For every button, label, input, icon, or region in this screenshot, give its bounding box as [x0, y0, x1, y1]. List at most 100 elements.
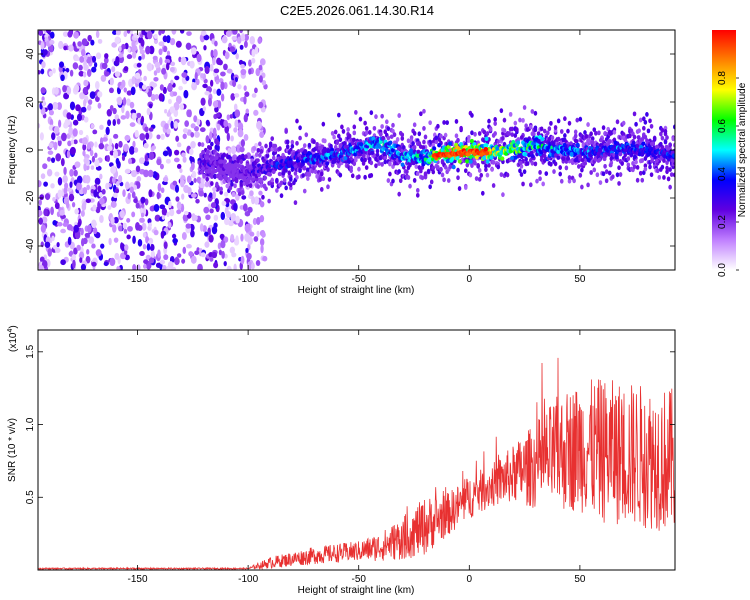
spectrogram-cell: [212, 100, 219, 108]
spectrogram-cell: [188, 251, 194, 257]
colorbar-tick-label: 0.4: [717, 167, 728, 181]
spectrogram-cell: [354, 109, 358, 115]
spectrogram-cell: [47, 103, 53, 112]
spectrogram-cell: [370, 150, 375, 155]
spectrogram-cell: [243, 40, 248, 49]
spectrogram-cell: [672, 124, 675, 130]
spectrogram-cell: [423, 174, 428, 180]
spectrogram-cell: [175, 95, 182, 105]
spectrogram-cell: [71, 254, 77, 260]
spectrogram-cell: [233, 238, 240, 246]
spectrogram-cell: [243, 95, 247, 105]
spectrogram-cell: [131, 211, 136, 218]
spectrogram-cell: [465, 162, 470, 168]
spectrogram-cell: [94, 159, 100, 168]
spectrogram-cell: [193, 125, 199, 132]
spectrogram-cell: [213, 214, 219, 221]
spectrogram-cell: [532, 131, 536, 137]
spectrogram-cell: [118, 225, 123, 232]
spectrogram-cell: [126, 218, 131, 223]
spectrogram-cell: [200, 30, 207, 36]
spectrogram-cell: [533, 110, 538, 116]
spectrogram-cell: [109, 105, 114, 111]
spectrogram-cell: [139, 49, 145, 55]
spectrogram-cell: [182, 246, 187, 254]
spectrogram-cell: [391, 128, 395, 134]
spectrogram-cell: [212, 186, 217, 192]
spectrogram-cell: [168, 200, 172, 209]
spectrogram-cell: [583, 161, 588, 166]
spectrogram-cell: [671, 153, 675, 158]
spectrogram-cell: [161, 67, 167, 75]
spectrogram-cell: [519, 172, 524, 177]
spectrogram-cell: [253, 236, 259, 242]
spectrogram-cell: [227, 147, 232, 156]
spectrogram-cell: [642, 125, 646, 131]
spectrogram-cell: [135, 78, 141, 85]
spectrogram-cell: [174, 257, 180, 265]
spectrogram-cell: [66, 112, 72, 120]
spectrogram-cell: [567, 175, 572, 180]
spectrogram-cell: [408, 183, 412, 189]
spectrogram-cell: [92, 129, 98, 135]
spectrogram-cell: [156, 134, 161, 140]
spectrogram-cell: [56, 102, 62, 111]
spectrogram-cell: [82, 143, 87, 151]
spectrogram-cell: [237, 122, 244, 131]
spectrogram-cell: [231, 192, 236, 198]
spectrogram-cell: [210, 49, 214, 58]
spectrogram-cell: [284, 185, 288, 191]
spectrogram-cell: [612, 129, 617, 135]
spectrogram-cell: [54, 247, 61, 254]
spectrogram-cell: [74, 56, 81, 62]
spectrogram-cell: [302, 143, 307, 148]
spectrogram-cell: [270, 136, 275, 142]
spectrogram-cell: [86, 184, 91, 191]
spectrogram-cell: [110, 165, 117, 175]
spectrogram-cell: [538, 170, 542, 175]
spectrogram-cell: [649, 158, 654, 164]
spectrogram-cell: [369, 110, 374, 116]
spectrogram-cell: [338, 137, 343, 143]
spectrogram-cell: [69, 69, 74, 77]
spectrogram-cell: [655, 168, 660, 174]
spectrogram-cell: [66, 224, 73, 231]
spectrogram-cell: [211, 251, 218, 259]
spectrogram-cell: [208, 145, 213, 151]
spectrogram-cell: [409, 148, 414, 153]
spectrogram-cell: [484, 136, 489, 142]
spectrogram-cell: [194, 72, 198, 81]
spectrogram-cell: [496, 164, 501, 170]
spectrogram-cell: [470, 130, 474, 136]
spectrogram-cell: [52, 220, 57, 226]
spectrogram-cell: [244, 91, 250, 97]
spectrogram-cell: [230, 145, 237, 155]
spectrogram-cell: [169, 66, 175, 73]
spectrogram-cell: [207, 227, 211, 235]
spectrogram-cell: [136, 175, 142, 182]
spectrogram-cell: [178, 85, 183, 91]
spectrogram-cell: [476, 163, 480, 168]
spectrogram-cell: [38, 122, 41, 129]
spectrogram-cell: [615, 142, 620, 147]
spectrogram-cell: [259, 58, 266, 66]
spectrogram-cell: [493, 131, 497, 136]
spectrogram-cell: [230, 181, 234, 187]
spectrogram-cell: [135, 165, 141, 173]
spectrogram-cell: [516, 140, 521, 145]
spectrogram-cell: [528, 124, 533, 130]
spectrogram-cell: [221, 170, 226, 176]
spectrogram-cell: [660, 164, 665, 170]
spectrogram-cell: [201, 149, 206, 155]
spectrogram-cell: [518, 117, 522, 123]
spectrogram-cell: [62, 175, 68, 184]
spectrogram-cell: [245, 108, 250, 114]
spectrogram-cell: [243, 34, 249, 41]
spectrogram-cell: [264, 186, 268, 192]
spectrogram-cell: [129, 101, 135, 109]
spectrogram-cell: [100, 243, 105, 249]
spectrogram-cell: [52, 196, 56, 202]
spectrogram-cell: [68, 44, 74, 52]
spectrogram-cell: [248, 68, 252, 75]
spectrogram-cell: [136, 112, 142, 118]
